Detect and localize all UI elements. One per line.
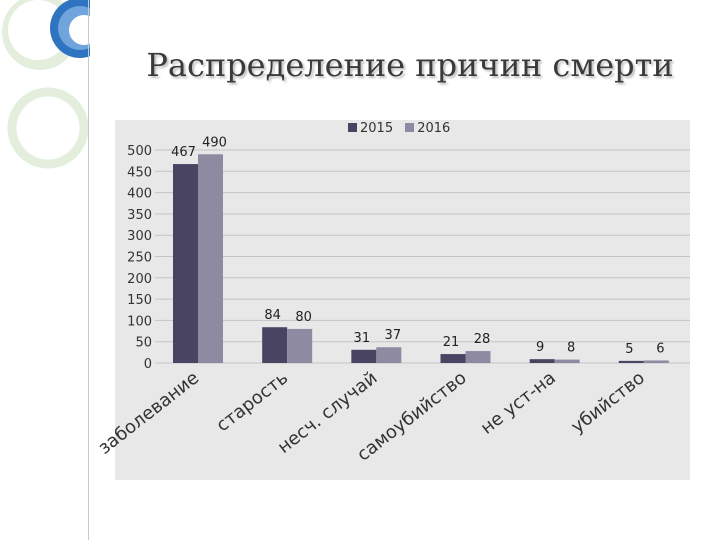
data-label: 84 [264, 308, 281, 323]
y-tick-label: 400 [127, 187, 152, 202]
y-tick-label: 300 [127, 229, 152, 244]
legend-swatch-2016 [405, 123, 415, 132]
x-tick-label: не уст-на [477, 367, 560, 438]
y-tick-label: 0 [144, 357, 152, 372]
y-tick-label: 100 [127, 314, 152, 329]
data-label: 467 [171, 145, 196, 160]
y-tick-label: 450 [127, 165, 152, 180]
x-tick-label: заболевание [94, 367, 203, 458]
y-tick-label: 500 [127, 144, 152, 159]
data-label: 80 [295, 310, 312, 325]
data-label: 6 [656, 341, 664, 356]
legend-label-2016: 2016 [417, 121, 451, 136]
legend-item-2015: 2015 [348, 121, 393, 136]
divider-line [88, 0, 89, 540]
data-label: 8 [567, 341, 575, 356]
bar-2015 [529, 359, 555, 363]
bar-2016 [376, 347, 402, 363]
bar-2015 [440, 354, 466, 363]
x-tick-label: убийство [567, 367, 649, 437]
chart-legend: 2015 2016 [348, 121, 458, 136]
data-label: 9 [536, 340, 544, 355]
bar-2016 [287, 328, 313, 363]
data-label: 21 [443, 335, 460, 350]
bar-2016 [198, 154, 223, 363]
bar-2015 [351, 349, 377, 363]
legend-label-2015: 2015 [360, 121, 394, 136]
y-tick-label: 200 [127, 272, 152, 287]
legend-swatch-2015 [348, 123, 357, 132]
y-tick-label: 350 [127, 208, 152, 223]
data-label: 37 [385, 328, 402, 343]
bar-2016 [643, 360, 669, 363]
decorative-rings [2, 0, 90, 169]
data-label: 5 [625, 342, 633, 357]
legend-item-2016: 2016 [405, 121, 450, 136]
bar-2016 [465, 351, 491, 363]
bar-2016 [554, 359, 580, 363]
y-tick-label: 250 [127, 251, 152, 266]
x-tick-label: старость [212, 367, 292, 436]
green-ring-icon [7, 87, 89, 169]
bar-2015 [262, 327, 288, 363]
bar-2015 [618, 360, 644, 363]
y-tick-label: 150 [127, 293, 152, 308]
slide-title: Распределение причин смерти [146, 46, 674, 84]
data-label: 490 [202, 135, 227, 150]
data-label: 31 [354, 331, 371, 346]
y-tick-label: 50 [135, 336, 152, 351]
bar-2015 [173, 164, 198, 363]
data-label: 28 [474, 332, 491, 347]
